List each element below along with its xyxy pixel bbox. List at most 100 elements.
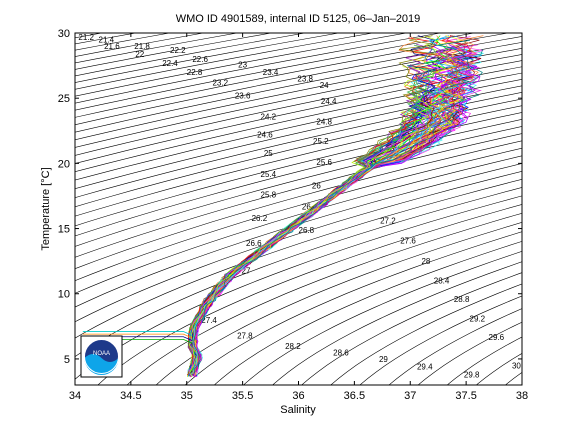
profile-line (187, 78, 421, 376)
density-contour-line (75, 112, 522, 227)
density-contour-label: 25.2 (313, 137, 329, 146)
density-contour-label: 27.6 (400, 236, 416, 245)
density-contour-label: 27.8 (237, 331, 253, 340)
density-contour-label: 29.8 (464, 371, 480, 380)
x-tick-label: 37 (404, 390, 416, 402)
density-contour-line (301, 272, 522, 385)
density-contour-label: 22.8 (187, 68, 203, 77)
profile-line (193, 87, 464, 376)
y-tick-label: 10 (58, 289, 70, 301)
density-contour-line (520, 20, 576, 398)
density-contour-label: 25.6 (316, 158, 332, 167)
y-axis-ticks: 5 10 15 20 25 30 (58, 28, 522, 366)
density-contour-label: 21.4 (99, 36, 115, 45)
profile-line (189, 54, 445, 375)
density-contour-label: 25.4 (261, 170, 277, 179)
density-contour-line (549, 20, 576, 398)
density-contour-label: 26.6 (246, 239, 262, 248)
density-contour-line (75, 54, 522, 148)
density-contours (0, 20, 576, 398)
density-contour-line (75, 79, 522, 181)
density-contour-label: 28.4 (434, 277, 450, 286)
density-contour-line (75, 33, 341, 83)
density-contour-label: 22.6 (192, 55, 208, 64)
density-contour-line (75, 178, 522, 339)
density-contour-label: 24.8 (316, 118, 332, 127)
density-contour-label: 21.8 (134, 42, 150, 51)
density-contour-line (75, 48, 522, 141)
density-contour-label: 24.4 (321, 97, 337, 106)
density-contour-label: 30 (512, 361, 521, 370)
density-contour-label: 29.2 (470, 315, 486, 324)
density-contour-label: 24.2 (261, 112, 277, 121)
density-contour-label: 26.4 (302, 202, 318, 211)
density-contour-label: 21.2 (78, 33, 94, 42)
y-tick-label: 15 (58, 224, 70, 236)
density-contour-label: 24.6 (257, 131, 273, 140)
density-contour-line (0, 20, 40, 398)
density-contour-label: 26 (312, 182, 321, 191)
density-contour-label: 21.6 (104, 42, 120, 51)
density-contour-line (75, 133, 522, 258)
density-contour-label: 28.6 (333, 348, 349, 357)
density-contour-label: 29 (379, 355, 388, 364)
density-contour-label: 29.6 (489, 333, 505, 342)
density-contour-line (417, 321, 522, 385)
y-tick-label: 20 (58, 158, 70, 170)
x-axis-ticks: 34 34.5 35 35.5 36 36.5 37 37.5 38 (69, 33, 528, 402)
x-tick-label: 36 (292, 390, 304, 402)
mixed-layer-line (82, 333, 193, 339)
profile-line (188, 74, 437, 376)
density-contour-label: 23.4 (263, 68, 279, 77)
density-contour-label: 25.8 (261, 191, 277, 200)
density-contour-label: 22.2 (170, 46, 186, 55)
density-contour-line (75, 36, 522, 126)
density-contour-line (75, 42, 522, 133)
density-contour-line (75, 105, 522, 217)
density-contour-line (75, 147, 522, 281)
density-contour-line (388, 308, 522, 385)
profile-lines (82, 35, 485, 378)
density-contour-line (0, 20, 74, 398)
x-tick-label: 34.5 (120, 390, 141, 402)
density-contour-line (97, 204, 522, 385)
density-contour-label: 28 (421, 257, 430, 266)
density-contour-label: 24 (320, 81, 329, 90)
density-contour-line (75, 33, 510, 118)
density-contour-line (184, 231, 522, 385)
profile-line (188, 93, 432, 378)
x-tick-label: 34 (69, 390, 81, 402)
density-contour-line (75, 140, 522, 270)
profile-line (191, 90, 454, 374)
x-tick-label: 37.5 (455, 390, 476, 402)
density-contour-label: 26.8 (299, 226, 315, 235)
x-tick-label: 35.5 (232, 390, 253, 402)
density-contour-line (330, 283, 522, 385)
profile-line (190, 109, 429, 375)
density-contour-line (126, 212, 522, 385)
y-axis-label: Temperature [°C] (40, 167, 52, 250)
profile-line (193, 35, 474, 374)
y-tick-label: 5 (64, 354, 70, 366)
density-contour-labels: 21.2 21.421.6 21.822 22.2 22.4 22.6 22.8 23 23.2… (78, 33, 521, 380)
density-contour-label: 27.2 (380, 217, 396, 226)
density-contour-label: 28.2 (285, 342, 301, 351)
density-contour-line (75, 33, 409, 97)
density-contour-line (75, 33, 443, 104)
noaa-logo: NOAA (80, 335, 123, 378)
density-contour-line (75, 119, 522, 237)
density-contour-line (155, 221, 522, 385)
density-contour-label: 23.8 (297, 75, 313, 84)
noaa-logo-text: NOAA (93, 351, 110, 357)
density-contour-label: 23.2 (212, 79, 228, 88)
density-contour-line (75, 126, 522, 247)
density-contour-label: 23.6 (235, 92, 251, 101)
density-contour-line (75, 195, 522, 380)
x-tick-label: 36.5 (344, 390, 365, 402)
density-contour-line (75, 33, 476, 111)
density-contour-line (359, 295, 522, 385)
density-contour-line (75, 170, 522, 323)
x-axis-label: Salinity (280, 404, 316, 416)
density-contour-label: 22 (135, 50, 144, 59)
profile-line (193, 40, 470, 374)
